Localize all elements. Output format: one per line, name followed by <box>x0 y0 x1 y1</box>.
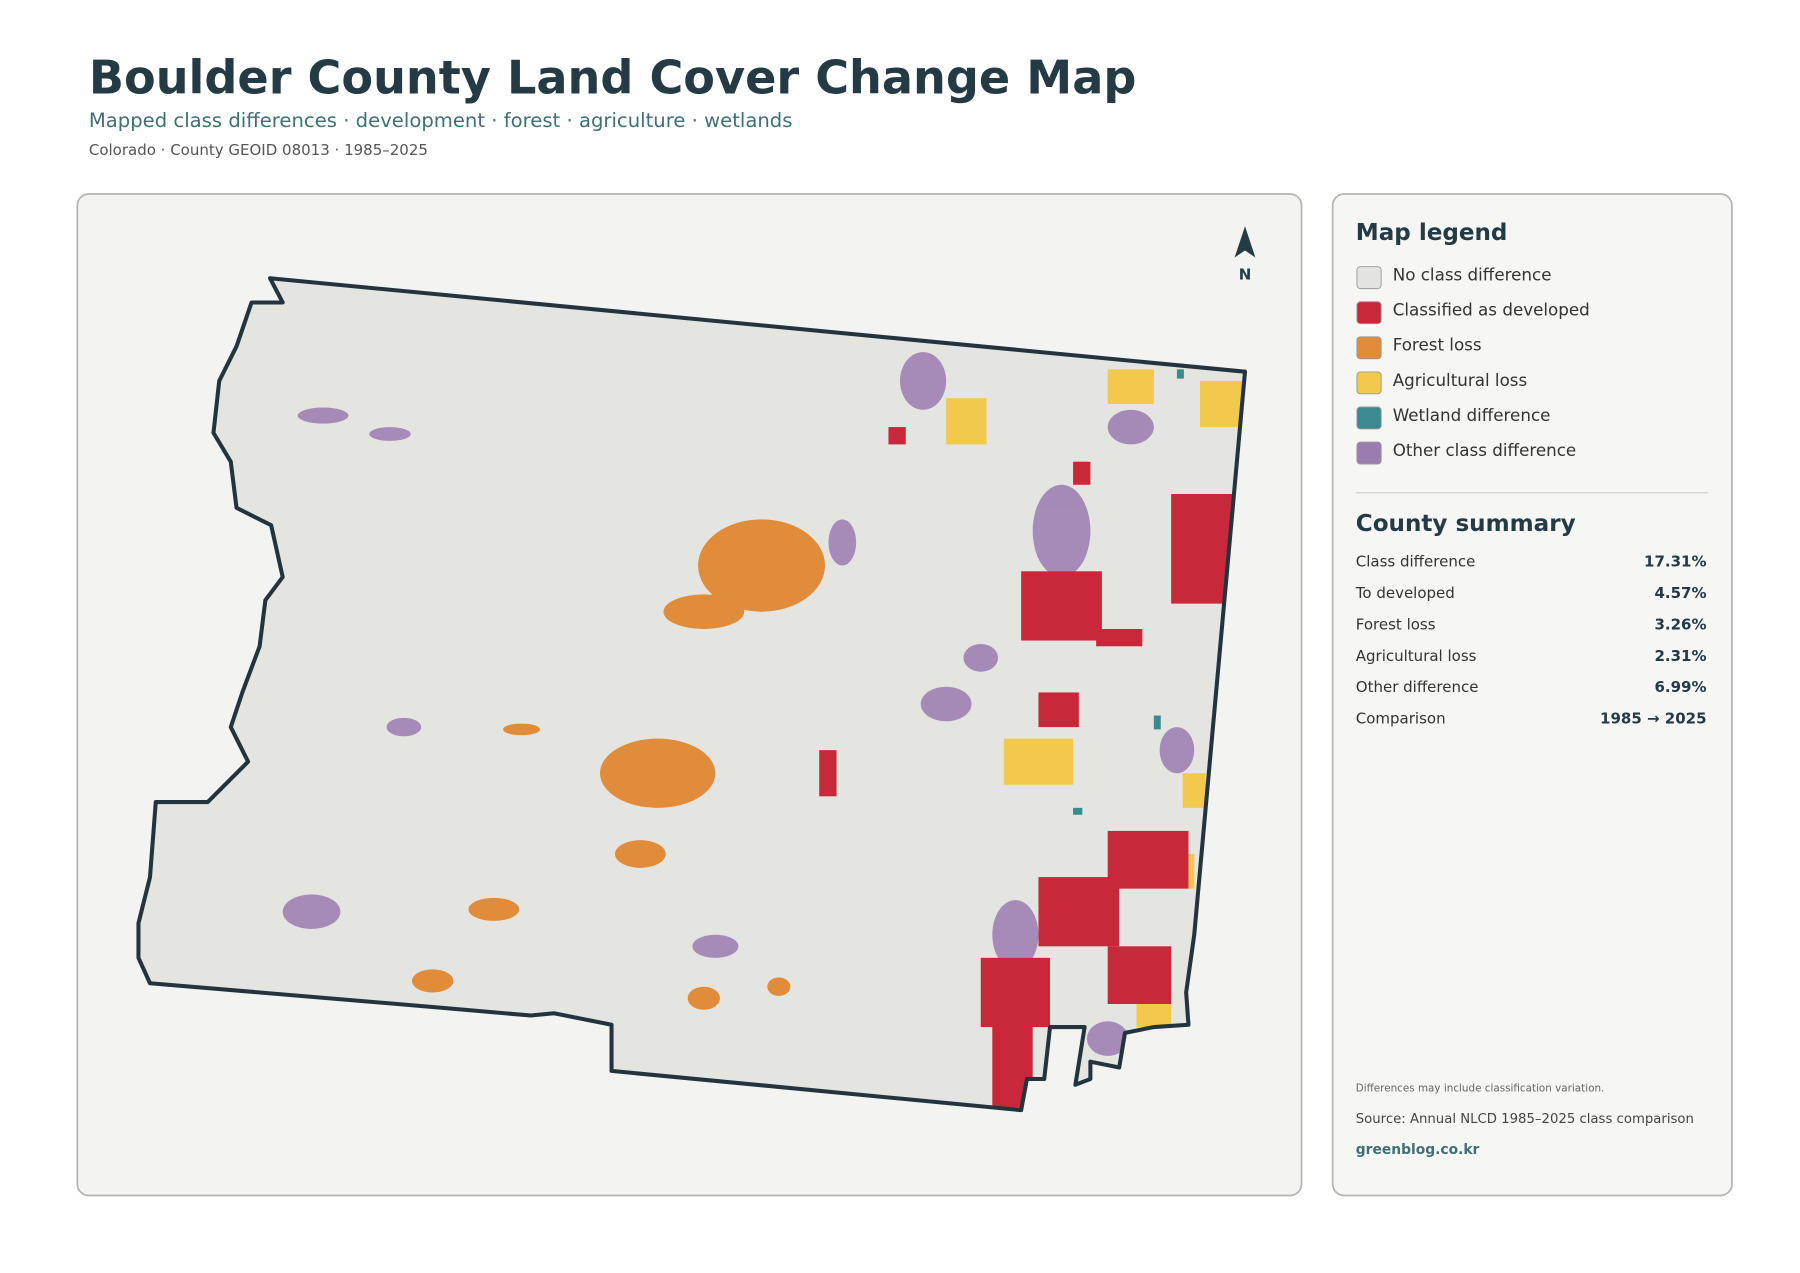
footer-source: Source: Annual NLCD 1985–2025 class comp… <box>1356 1112 1694 1127</box>
wetland-change <box>1073 369 1184 815</box>
summary-title: County summary <box>1356 511 1576 537</box>
summary-label: Other difference <box>1356 678 1479 696</box>
legend-label: Agricultural loss <box>1393 370 1528 390</box>
legend-label: Classified as developed <box>1393 300 1590 320</box>
agricultural-loss <box>946 369 1245 1028</box>
summary-value: 4.57% <box>1654 584 1706 602</box>
county-map <box>138 278 1245 1111</box>
meta: Colorado · County GEOID 08013 · 1985–202… <box>89 141 428 159</box>
summary-label: Comparison <box>1356 710 1446 728</box>
forest-loss <box>411 519 825 1010</box>
north-label: N <box>1239 265 1252 283</box>
summary-label: To developed <box>1355 584 1455 602</box>
legend-swatch <box>1356 336 1382 360</box>
county-outline <box>136 276 1248 1113</box>
summary-value: 6.99% <box>1654 678 1706 696</box>
legend-swatch <box>1356 441 1382 465</box>
title: Boulder County Land Cover Change Map <box>89 51 1137 105</box>
other-change <box>282 352 1195 1056</box>
summary-value: 17.31% <box>1644 553 1706 571</box>
legend-swatch <box>1356 301 1382 325</box>
summary-label: Agricultural loss <box>1356 647 1477 665</box>
legend-swatch <box>1356 406 1382 430</box>
legend-label: Wetland difference <box>1393 405 1551 425</box>
summary-value: 3.26% <box>1654 615 1706 633</box>
north-arrow <box>1234 226 1256 258</box>
summary-label: Class difference <box>1356 553 1476 571</box>
footer-note: Differences may include classification v… <box>1356 1083 1605 1095</box>
legend-panel <box>1331 193 1733 1197</box>
legend-swatch <box>1356 371 1382 395</box>
summary: Class difference 17.31% To developed 4.57% F… <box>1355 553 1707 728</box>
summary-value: 2.31% <box>1654 647 1706 665</box>
legend-swatch <box>1356 266 1382 290</box>
legend-label: Forest loss <box>1393 335 1482 355</box>
footer-link[interactable]: greenblog.co.kr <box>1356 1142 1480 1158</box>
summary-label: Forest loss <box>1356 615 1436 633</box>
legend: No class difference Classified as develop… <box>1356 265 1590 465</box>
summary-value: 1985 → 2025 <box>1600 710 1707 728</box>
legend-label: Other class difference <box>1393 440 1577 460</box>
legend-label: No class difference <box>1393 265 1552 285</box>
subtitle: Mapped class differences · development ·… <box>89 109 793 132</box>
developed <box>819 427 1241 1108</box>
legend-title: Map legend <box>1356 220 1508 246</box>
